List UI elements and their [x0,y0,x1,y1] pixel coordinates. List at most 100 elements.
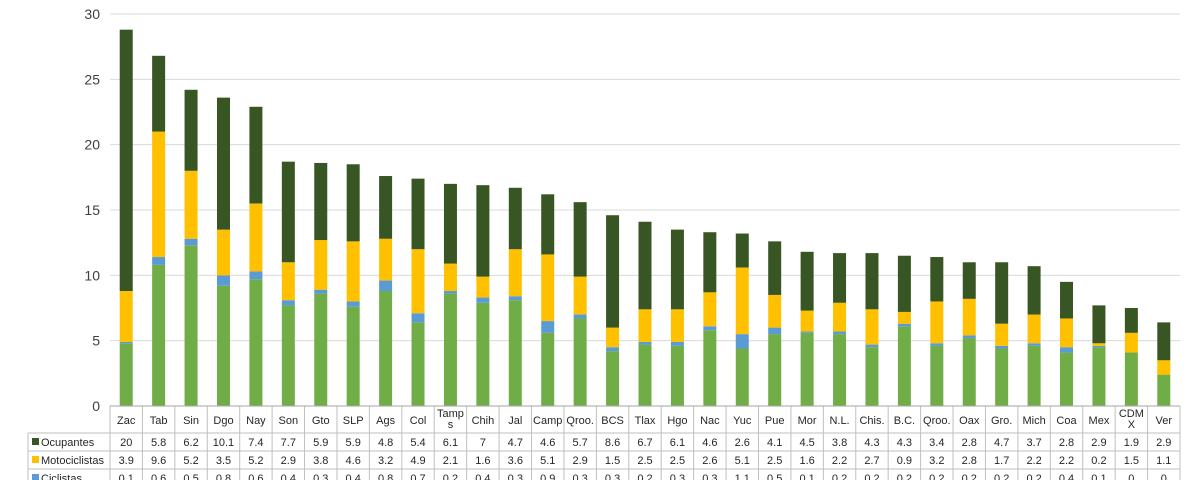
data-table-cell: 2.9 [1156,437,1171,449]
bar-segment-ocupantes [541,194,555,255]
bar-segment-ocupantes [508,187,522,250]
bar-segment-motociclistas [735,267,749,335]
data-table-cell: 3.2 [378,455,393,467]
bar-segment-ocupantes [476,185,490,277]
x-tick-label: Gto [312,415,330,427]
bar-segment-ocupantes [411,178,425,250]
bar-segment-ocupantes [184,89,198,171]
bar-segment-peatones [411,322,425,406]
bar-segment-ciclistas [703,326,717,331]
x-tick-label: Nac [700,415,720,427]
legend-label-ciclistas: Ciclistas [41,473,82,480]
data-table-cell: 2.6 [702,455,717,467]
bar-segment-motociclistas [865,309,879,345]
bar-segment-ciclistas [281,300,295,306]
x-tick-label: N.L. [829,415,849,427]
bar-segment-motociclistas [1092,343,1106,346]
bar-segment-peatones [995,348,1009,406]
data-table-cell: 6.2 [183,437,198,449]
bar-segment-motociclistas [800,310,814,332]
data-table-cell: 2.9 [281,455,296,467]
x-tick-label: Tamp [437,408,464,420]
x-tick-label: s [448,419,454,431]
bar-segment-peatones [119,343,133,406]
data-table-cell: 0.2 [864,473,879,480]
bar-segment-ocupantes [379,176,393,239]
bar-segment-motociclistas [281,262,295,301]
data-table-cell: 0.3 [670,473,685,480]
bar-segment-ciclistas [735,334,749,349]
bar-segment-peatones [346,306,360,406]
bar-segment-ciclistas [833,331,847,335]
bar-segment-peatones [541,332,555,406]
x-tick-label: Hgo [667,415,687,427]
x-tick-label: Tlax [635,415,656,427]
data-table-cell: 2.6 [735,437,750,449]
bar-segment-ocupantes [1060,281,1074,319]
data-table-cell: 8.6 [605,437,620,449]
x-tick-label: Camp [533,415,562,427]
bar-segment-ciclistas [638,341,652,345]
data-table-cell: 6.7 [637,437,652,449]
data-table-cell: 0.4 [346,473,361,480]
bar-segment-ciclistas [411,313,425,323]
data-table-cell: 3.2 [929,455,944,467]
bar-segment-ciclistas [573,314,587,319]
data-table-cell: 4.3 [864,437,879,449]
data-table-cell: 5.4 [410,437,425,449]
bar-segment-ciclistas [314,289,328,294]
bar-segment-motociclistas [152,131,166,258]
x-tick-label: Gro. [991,415,1012,427]
x-tick-label: Oax [959,415,980,427]
x-tick-label: B.C. [894,415,915,427]
bar-segment-peatones [1157,374,1171,406]
bar-segment-ciclistas [379,280,393,292]
data-table-cell: 0.3 [605,473,620,480]
bar-segment-peatones [379,291,393,406]
bar-segment-ocupantes [930,257,944,302]
data-table-cell: 0.4 [1059,473,1074,480]
bar-segment-ciclistas [152,257,166,265]
x-tick-label: Chih [472,415,495,427]
data-table-cell: 0.5 [767,473,782,480]
bar-segment-motociclistas [573,276,587,315]
bars [119,29,1171,406]
bar-segment-ciclistas [216,275,230,286]
bar-segment-peatones [897,326,911,406]
data-table-cell: 0.2 [929,473,944,480]
data-table-cell: 4.8 [378,437,393,449]
x-tick-label: Coa [1056,415,1077,427]
legend-key-ciclistas [32,474,39,480]
data-table-cell: 0.2 [962,473,977,480]
bar-segment-ciclistas [541,321,555,333]
x-tick-label: Ver [1156,415,1173,427]
bar-segment-ocupantes [670,229,684,310]
bar-segment-ocupantes [573,202,587,277]
data-table-cell: 0 [1128,473,1134,480]
bar-segment-ocupantes [1124,308,1138,333]
legend-key-motociclistas [32,456,39,463]
bar-segment-motociclistas [411,249,425,314]
x-tick-label: Mex [1089,415,1110,427]
data-table-cell: 0.1 [1091,473,1106,480]
data-table-cell: 7 [480,437,486,449]
x-tick-label: Mich [1022,415,1045,427]
data-table-cell: 7.7 [281,437,296,449]
bar-segment-peatones [703,330,717,406]
legend-key-ocupantes [32,438,39,445]
data-table-cell: 2.5 [670,455,685,467]
bar-segment-ocupantes [768,241,782,295]
bar-segment-peatones [962,338,976,406]
bar-segment-ocupantes [865,253,879,310]
data-table-cell: 5.7 [573,437,588,449]
data-table-cell: 0.2 [832,473,847,480]
bar-segment-motociclistas [1157,360,1171,375]
bar-segment-ocupantes [1027,266,1041,315]
data-table-cell: 3.6 [508,455,523,467]
bar-segment-motociclistas [638,309,652,342]
bar-segment-peatones [865,347,879,406]
bar-segment-motociclistas [119,291,133,342]
bar-segment-peatones [1092,347,1106,406]
